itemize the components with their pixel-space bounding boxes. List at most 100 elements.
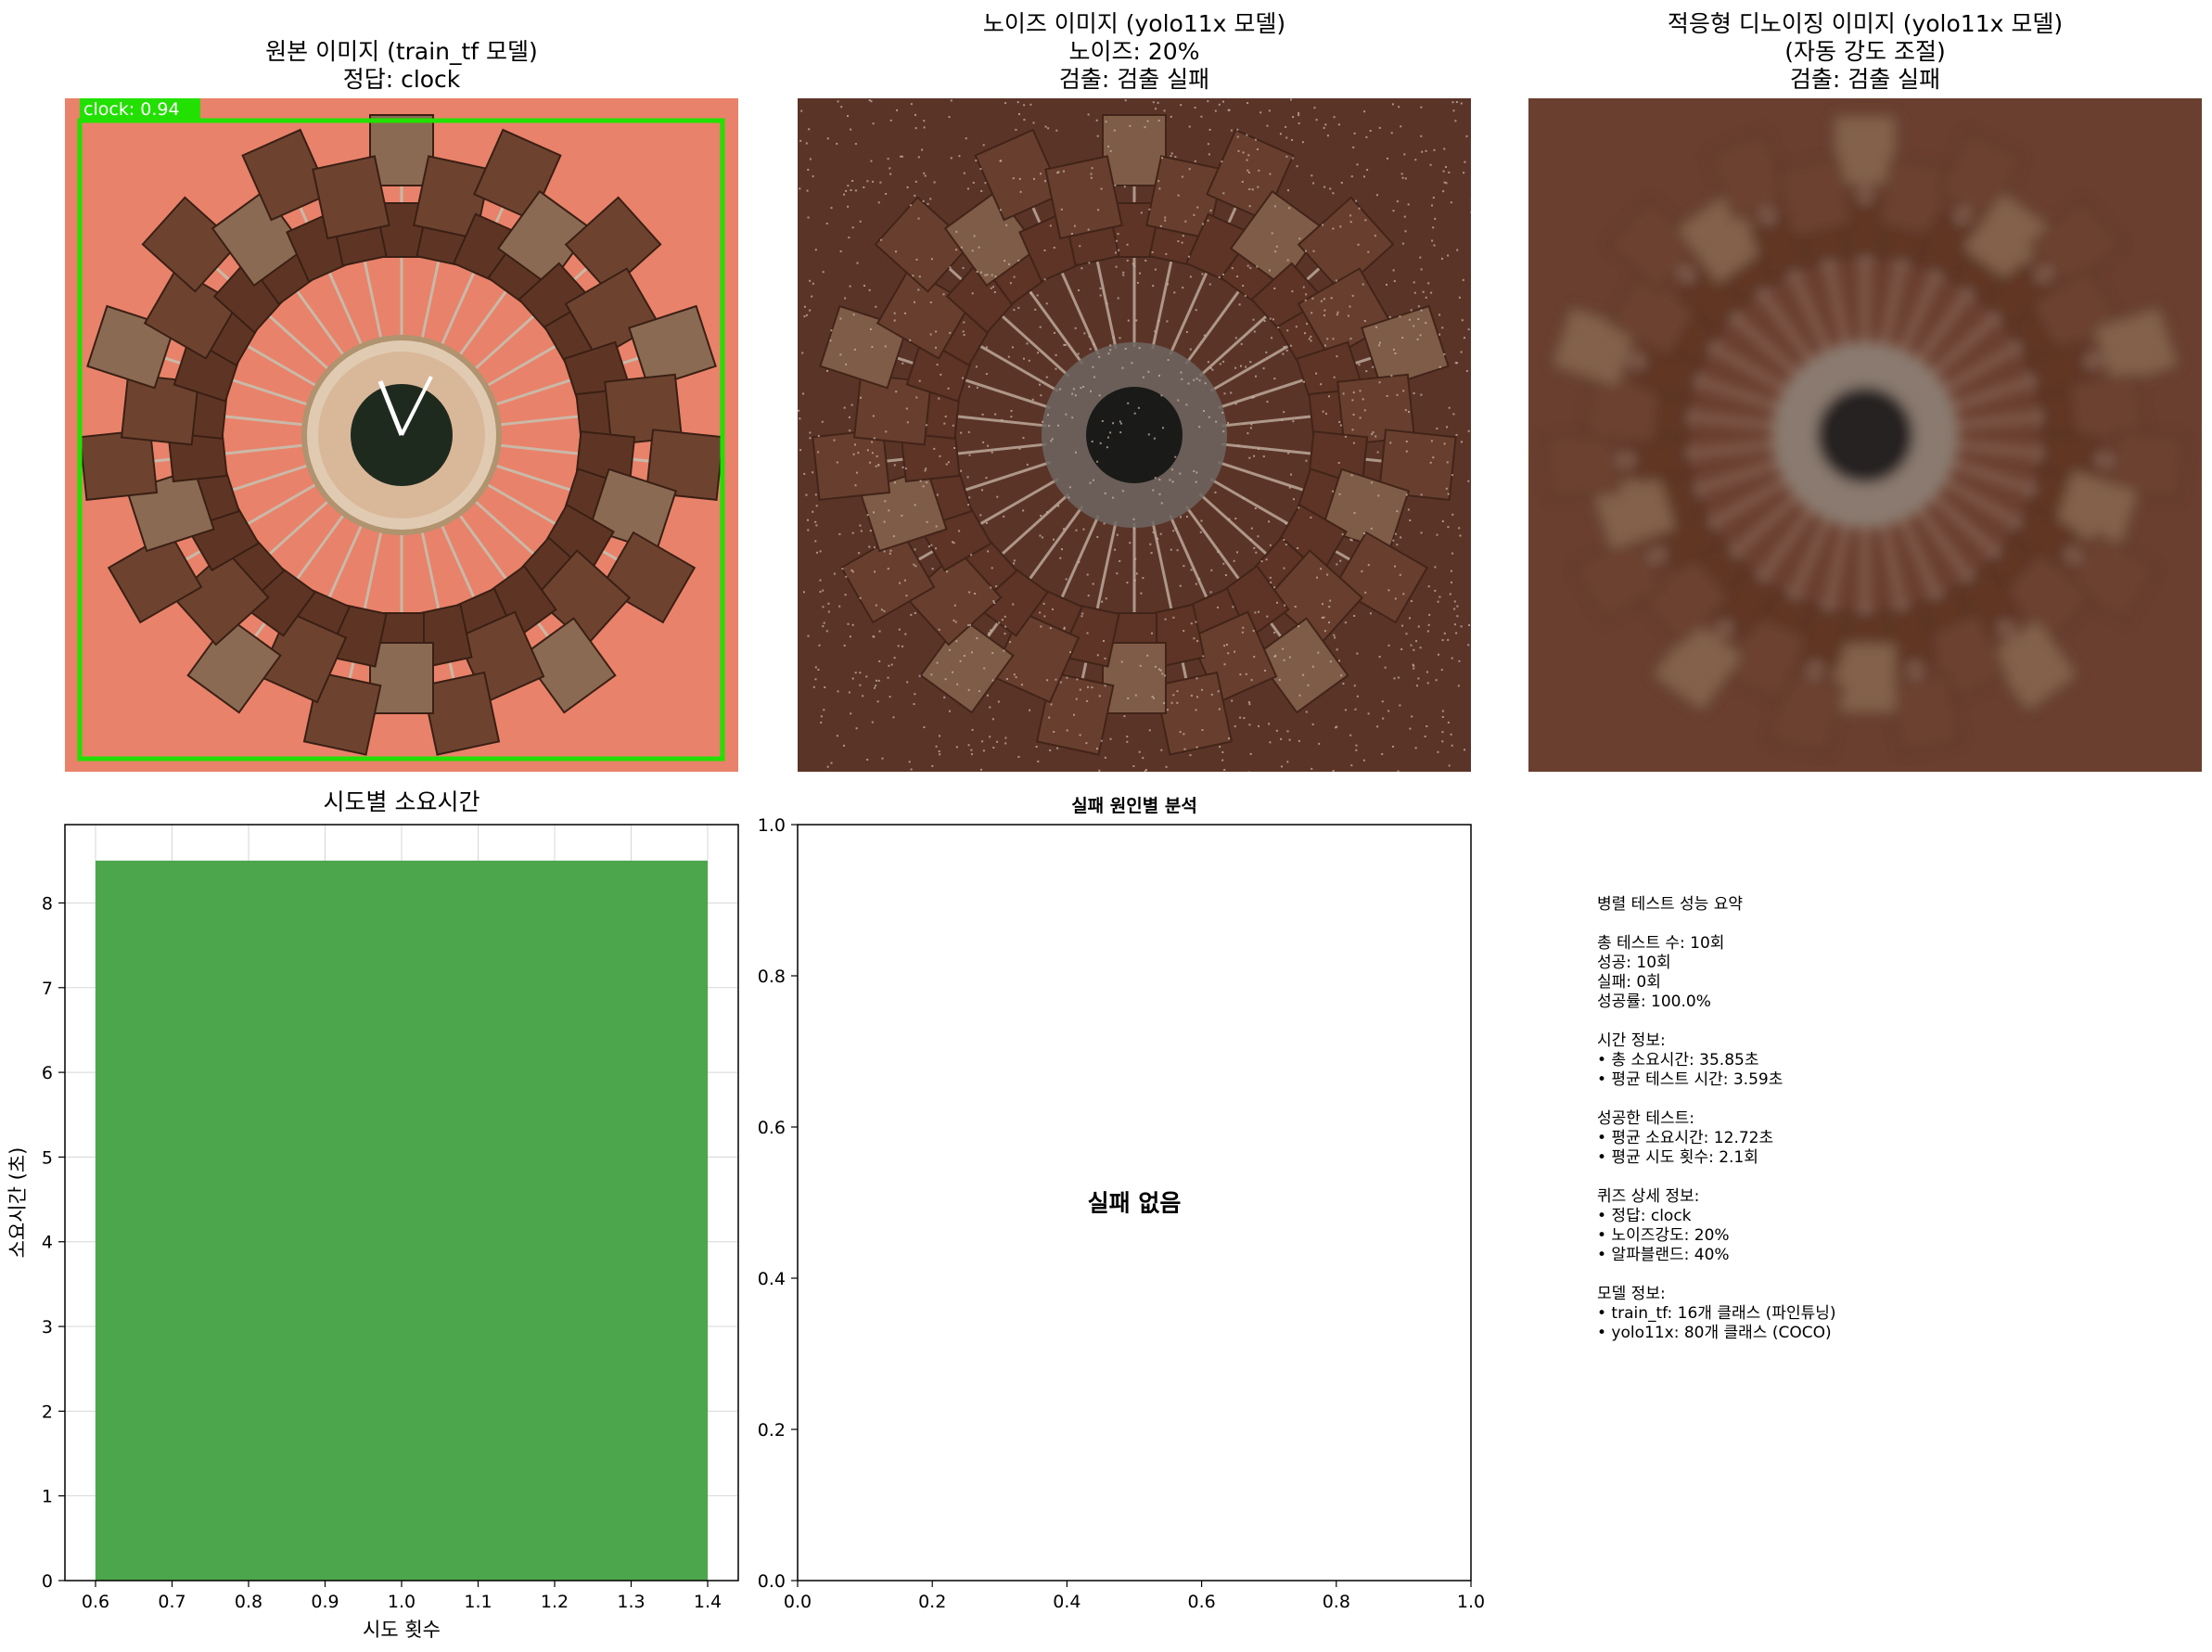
noise-speck [1276,601,1278,604]
noise-speck [1035,746,1038,748]
clock-ray [1952,373,2147,446]
noise-speck [1448,406,1451,409]
noise-speck [1109,349,1112,352]
noise-speck [1285,522,1287,525]
noise-speck [1247,154,1250,157]
clock-ray [943,189,1084,365]
noise-speck [872,415,875,417]
noise-speck [839,317,842,320]
noise-speck [1107,145,1110,147]
noise-speck [1126,740,1129,743]
noise-speck [1234,366,1237,369]
noise-speck [1193,213,1196,216]
noise-speck [1447,493,1450,495]
noise-speck [1453,608,1456,610]
noise-speck [1376,725,1379,728]
noise-speck [1051,438,1054,441]
noise-speck [949,266,952,269]
noise-speck [1332,192,1335,195]
noise-speck [1087,685,1089,688]
summary-line: 병렬 테스트 성능 요약 [1597,895,1743,914]
noise-speck [1248,724,1251,726]
noise-speck [1044,125,1047,128]
noise-speck [1384,666,1387,669]
noise-speck [1453,623,1456,626]
noise-speck [1249,538,1252,541]
noise-speck [1152,489,1155,492]
noise-speck [800,109,803,112]
noise-speck [1396,200,1399,203]
noise-speck [843,406,846,409]
noise-speck [1252,318,1255,321]
summary-line: 시간 정보: [1597,1031,1666,1050]
clock-ray [1184,505,1349,714]
noise-speck [1004,633,1006,635]
clock-ray [1606,267,1790,392]
noise-speck [876,455,878,457]
noise-speck [1196,206,1199,209]
noise-speck [1324,123,1327,126]
noise-speck [1099,442,1102,444]
noise-speck [950,99,953,102]
noise-speck [1316,576,1318,579]
noise-speck [1367,564,1370,567]
noise-speck [981,489,983,492]
noise-speck [1447,721,1450,724]
noise-speck [1004,615,1006,618]
noise-speck [985,346,988,349]
noise-speck [866,759,869,761]
noise-speck [1195,309,1197,312]
noise-speck [1013,275,1016,278]
noise-speck [1071,392,1074,395]
noise-speck [1089,481,1092,484]
noise-speck [1323,344,1326,347]
noise-speck [1452,413,1455,416]
noise-speck [1263,320,1266,322]
noise-speck [962,330,965,333]
noise-speck [1189,754,1192,757]
noise-speck [1392,539,1395,542]
clock-ray [1766,520,1851,756]
clock-sunburst-drawing [79,114,724,756]
noise-speck [1055,678,1057,681]
noise-speck [925,467,927,470]
noise-speck [904,467,907,470]
noise-speck [1040,394,1042,397]
noise-speck [1295,326,1298,328]
noise-speck [1438,365,1441,368]
noise-speck [1185,331,1188,333]
noise-speck [1039,534,1042,537]
noise-speck [889,173,892,175]
noise-speck [1415,640,1417,643]
noise-speck [1048,716,1051,719]
noise-speck [1176,549,1179,552]
noise-speck [1278,678,1281,681]
noise-speck [817,435,820,438]
noise-speck [1298,506,1300,509]
noise-speck [913,703,915,705]
noise-speck [1323,309,1326,312]
noise-speck [1447,526,1450,529]
noise-speck [1459,534,1462,537]
noise-speck [1451,474,1453,477]
noise-speck [963,321,965,324]
noise-speck [1080,387,1082,390]
noise-speck [807,169,810,171]
noise-speck [845,575,848,578]
noise-speck [1269,544,1272,546]
noise-speck [1158,187,1161,190]
noise-speck [870,160,873,162]
x-tick-label: 0.6 [82,1592,109,1612]
noise-speck [853,348,856,351]
noise-speck [1127,319,1130,322]
noise-speck [1283,346,1285,348]
noise-speck [971,728,974,731]
noise-speck [1427,623,1430,626]
attempt-time-chart-title: 시도별 소요시간 [323,788,480,815]
noise-speck [1065,578,1068,581]
noise-speck [844,594,847,596]
noise-speck [1163,674,1166,677]
noise-speck [1246,134,1248,136]
noise-speck [1445,182,1448,185]
noise-speck [1134,694,1137,697]
